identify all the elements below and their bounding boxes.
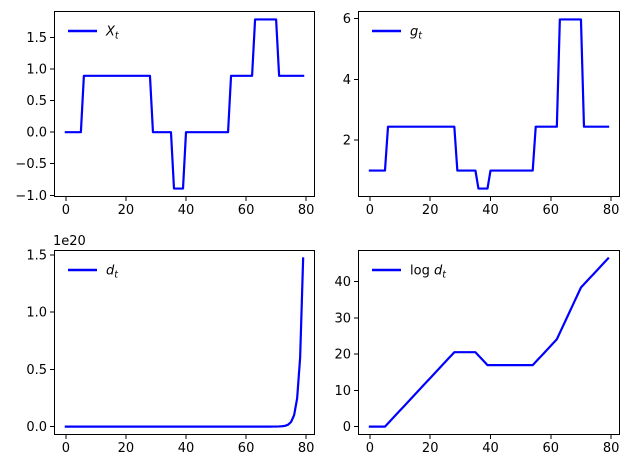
x-tick-label: 80: [298, 441, 315, 456]
legend-x_t: Xt: [68, 25, 120, 42]
y-tick-label: 0: [343, 420, 351, 435]
y-tick-label: 0.5: [26, 94, 47, 109]
y-tick-label: 0.0: [26, 126, 47, 141]
y-tick-label: −1.0: [15, 189, 47, 204]
x-tick-label: 60: [238, 441, 255, 456]
y-tick-label: 30: [334, 311, 351, 326]
series-line-d_t: [64, 257, 305, 428]
x-tick-label: 60: [543, 203, 560, 218]
x-tick-label: 20: [118, 441, 135, 456]
y-tick-label: 1.0: [26, 306, 47, 321]
series-line-x_t: [64, 18, 305, 190]
y-axis-offset-label: 1e20: [53, 234, 86, 249]
legend-log_d_t: log dt: [372, 264, 447, 281]
x-tick-label: 60: [238, 203, 255, 218]
y-tick-label: 0.0: [26, 420, 47, 435]
series-line-g_t: [368, 18, 610, 190]
subplot-d_t: 0 20 40 60 80 0.0 0.5 1.0 1.5 1e20 dt: [26, 234, 315, 456]
axes-spines: [358, 250, 620, 435]
series-line-log_d_t: [368, 256, 610, 428]
y-tick-label: 4: [343, 73, 351, 88]
y-tick-label: 0.5: [26, 363, 47, 378]
legend-d_t: dt: [68, 264, 119, 281]
legend-label: log dt: [410, 264, 447, 281]
legend-g_t: gt: [372, 25, 423, 42]
subplot-x_t: 0 20 40 60 80 −1.0 −0.5 0.0 0.5 1.0 1.5 Xt: [15, 11, 315, 218]
x-tick-label: 0: [62, 441, 70, 456]
legend-label: Xt: [105, 25, 120, 42]
x-tick-label: 40: [178, 441, 195, 456]
legend-label: gt: [410, 25, 423, 42]
x-tick-label: 0: [366, 441, 374, 456]
subplot-g_t: 0 20 40 60 80 2 4 6 gt: [343, 11, 620, 218]
axes-spines: [54, 11, 315, 197]
y-tick-label: 1.5: [26, 31, 47, 46]
x-tick-label: 0: [62, 203, 70, 218]
y-tick-label: 1.0: [26, 63, 47, 78]
x-tick-label: 20: [422, 203, 439, 218]
legend-label: dt: [106, 264, 119, 281]
x-tick-label: 20: [118, 203, 135, 218]
y-tick-label: 6: [343, 12, 351, 27]
x-tick-label: 80: [603, 203, 620, 218]
x-tick-label: 0: [366, 203, 374, 218]
x-tick-label: 20: [422, 441, 439, 456]
y-tick-label: 40: [334, 275, 351, 290]
x-tick-label: 60: [543, 441, 560, 456]
y-tick-label: 2: [343, 134, 351, 149]
y-tick-label: 10: [334, 384, 351, 399]
x-tick-label: 40: [178, 203, 195, 218]
x-tick-label: 40: [482, 203, 499, 218]
axes-spines: [358, 11, 620, 197]
y-tick-label: −0.5: [15, 157, 47, 172]
x-tick-label: 40: [482, 441, 499, 456]
x-tick-label: 80: [603, 441, 620, 456]
x-tick-label: 80: [298, 203, 315, 218]
subplot-log_d_t: 0 20 40 60 80 0 10 20 30 40 log dt: [334, 250, 620, 456]
axes-spines: [54, 250, 315, 435]
y-tick-label: 1.5: [26, 248, 47, 263]
y-tick-label: 20: [334, 348, 351, 363]
